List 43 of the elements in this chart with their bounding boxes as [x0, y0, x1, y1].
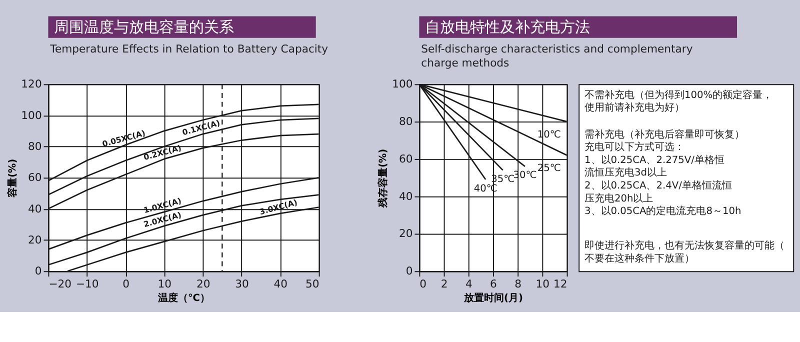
x-tick-label: 0 [122, 277, 130, 290]
text: 需补充电（补充电后容量即可恢复） [584, 128, 744, 140]
x-tick-label: 2 [440, 277, 448, 290]
chart-subtitle: Temperature Effects in Relation to Battery Capacity [49, 42, 329, 56]
text: 充电可以下方式可选： [584, 141, 684, 154]
x-tick-label: 12 [554, 277, 568, 290]
x-tick-label: 4 [465, 277, 472, 290]
x-tick-label: 0 [420, 277, 427, 290]
x-tick-label: 20 [196, 277, 210, 290]
y-tick-label: 40 [399, 190, 413, 203]
y-tick-label: 80 [28, 140, 42, 153]
text: 不需补充电（但为得到100%的额定容量，使用前请补充电为好） [584, 88, 773, 114]
chart-title: 周围温度与放电容量的关系 [54, 19, 234, 36]
x-axis-title: 温度（℃） [157, 292, 210, 304]
text: 3、以0.05CA的定电流充电8～10h [584, 205, 742, 218]
y-tick-label: 80 [399, 115, 413, 128]
x-tick-label: −20 [48, 277, 72, 290]
x-tick-label: 10 [536, 277, 550, 290]
y-tick-label: 100 [21, 108, 42, 122]
text: 1、以0.25CA、2.275V/单格恒流恒压充电3d以上 [584, 154, 724, 179]
y-tick-label: 0 [34, 264, 42, 278]
text: 2、以0.25CA、2.4V/单格恒流恒压充电20h以上 [584, 179, 732, 204]
text: 即使进行补充电，也有无法恢复容量的可能（不要在这种条件下放置） [584, 239, 784, 264]
x-tick-label: 10 [158, 277, 172, 290]
y-tick-label: 120 [21, 78, 42, 91]
x-tick-label: 8 [514, 277, 522, 290]
x-tick-label: 30 [235, 277, 249, 290]
chart-subtitle: Self-discharge characteristics and complementary charge methods [421, 42, 694, 70]
y-tick-label: 40 [28, 202, 42, 216]
x-axis-title: 放置时间(月) [462, 292, 523, 304]
x-tick-label: 40 [274, 277, 288, 290]
y-tick-label: 20 [399, 227, 413, 240]
y-axis-title: 容量(%) [6, 158, 18, 199]
y-tick-label: 60 [28, 171, 42, 184]
x-tick-label: −10 [76, 277, 99, 290]
y-tick-label: 100 [392, 78, 413, 91]
y-tick-label: 0 [406, 264, 413, 278]
x-tick-label: 50 [306, 277, 320, 290]
chart-title: 自放电特性及补充电方法 [425, 19, 590, 36]
y-tick-label: 60 [399, 152, 413, 166]
y-axis-title: 残存容量(%) [377, 148, 390, 209]
y-tick-label: 20 [28, 233, 42, 246]
x-tick-label: 6 [490, 277, 498, 290]
